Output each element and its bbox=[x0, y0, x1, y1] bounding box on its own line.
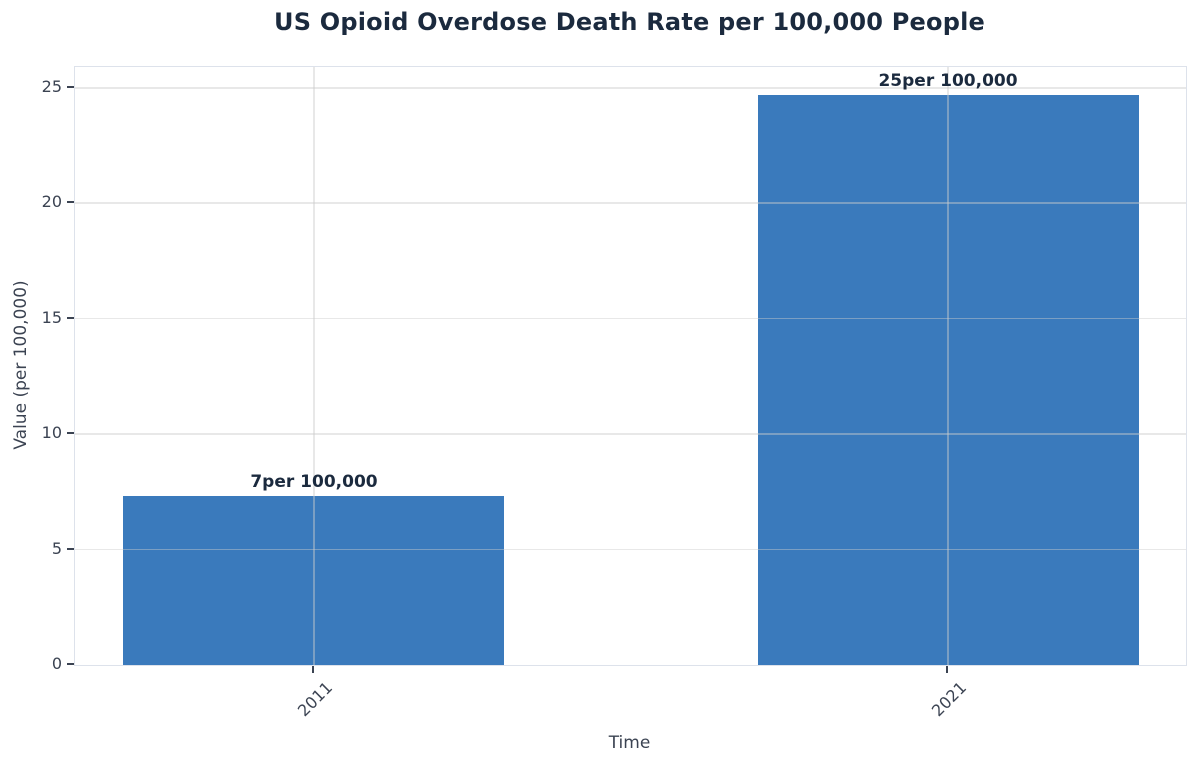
y-tick-mark bbox=[67, 85, 74, 88]
gridline-h bbox=[75, 87, 1186, 89]
gridline-h bbox=[75, 317, 1186, 320]
y-tick-mark bbox=[67, 316, 74, 319]
x-tick-label: 2021 bbox=[928, 678, 971, 721]
y-tick-label: 15 bbox=[41, 307, 62, 327]
chart-title: US Opioid Overdose Death Rate per 100,00… bbox=[274, 8, 985, 36]
y-tick-label: 5 bbox=[51, 538, 62, 558]
y-tick-label: 25 bbox=[41, 76, 62, 96]
bar bbox=[757, 94, 1139, 665]
y-tick-label: 10 bbox=[41, 423, 62, 443]
gridline-h bbox=[75, 433, 1186, 435]
gridline-h bbox=[75, 548, 1186, 551]
y-tick-mark bbox=[67, 663, 74, 665]
y-tick-label: 0 bbox=[51, 654, 62, 673]
bar-value-label: 25per 100,000 bbox=[878, 70, 1018, 91]
gridline-v bbox=[947, 67, 949, 665]
x-tick-mark bbox=[946, 666, 949, 673]
gridline-h bbox=[75, 202, 1186, 204]
y-tick-mark bbox=[67, 201, 74, 204]
gridline-v bbox=[313, 67, 315, 665]
y-tick-label: 20 bbox=[41, 192, 62, 212]
y-tick-mark bbox=[67, 432, 74, 435]
x-tick-label: 2011 bbox=[294, 678, 337, 721]
x-axis-label: Time bbox=[608, 733, 651, 753]
bar-value-label: 7per 100,000 bbox=[250, 472, 378, 493]
y-tick-mark bbox=[67, 547, 74, 550]
bar bbox=[123, 496, 505, 665]
plot-area: 7per 100,000 25per 100,000 bbox=[74, 66, 1187, 666]
x-tick-mark bbox=[311, 666, 314, 673]
